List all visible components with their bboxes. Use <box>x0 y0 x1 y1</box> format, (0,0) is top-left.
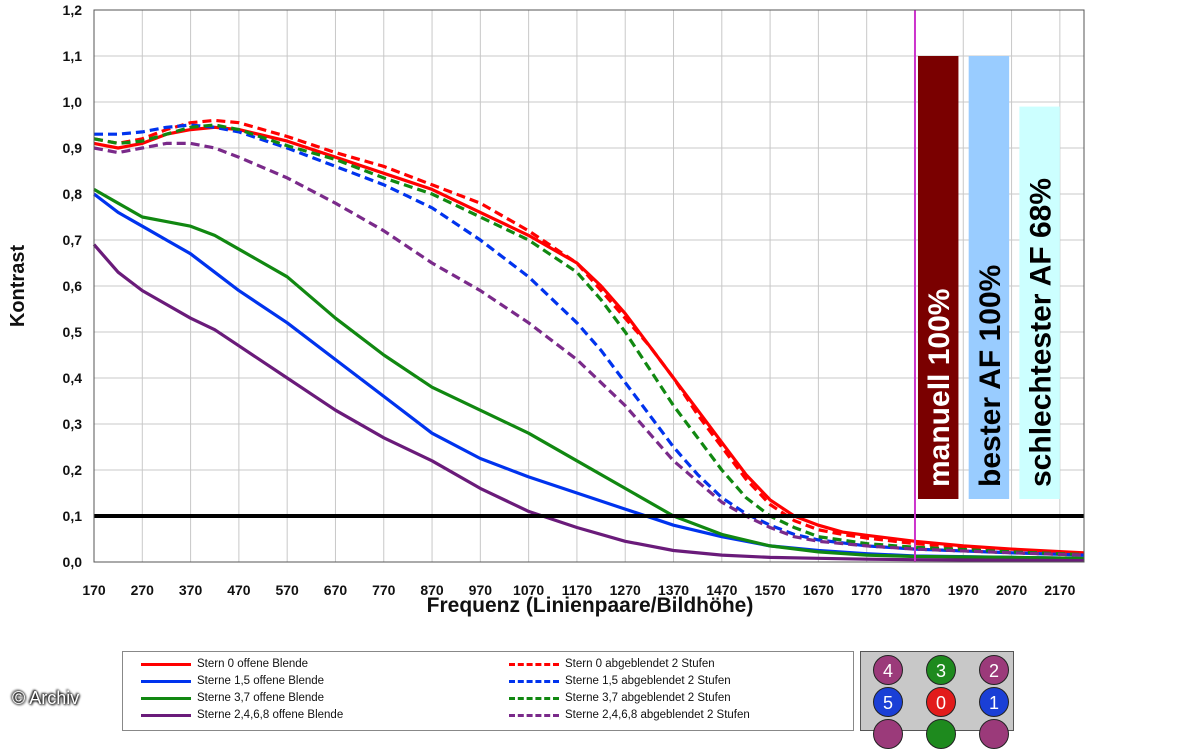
legend-swatch <box>509 714 559 717</box>
x-axis-title: Frequenz (Linienpaare/Bildhöhe) <box>427 594 754 617</box>
star-circle <box>873 719 903 749</box>
legend-label: Sterne 2,4,6,8 abgeblendet 2 Stufen <box>565 709 750 721</box>
credit-label: © Archiv <box>12 688 80 708</box>
reference-lines <box>94 10 1084 562</box>
x-tick-label: 270 <box>131 582 155 598</box>
series-line <box>92 243 1085 563</box>
legend-label: Sterne 1,5 abgeblendet 2 Stufen <box>565 675 731 687</box>
legend-swatch <box>141 680 191 683</box>
legend-label: Sterne 3,7 abgeblendet 2 Stufen <box>565 692 731 704</box>
x-tick-label: 1870 <box>899 582 930 598</box>
y-tick-label: 0,1 <box>63 508 83 524</box>
y-axis-title: Kontrast <box>7 245 29 328</box>
y-tick-label: 0,5 <box>63 324 83 340</box>
x-tick-label: 470 <box>227 582 251 598</box>
x-tick-label: 1670 <box>803 582 834 598</box>
series-line <box>93 141 1085 557</box>
y-tick-label: 0,3 <box>63 416 83 432</box>
y-tick-label: 0,9 <box>63 140 83 156</box>
legend-swatch <box>509 663 559 666</box>
legend-swatch <box>509 680 559 683</box>
x-tick-label: 370 <box>179 582 203 598</box>
af-bar <box>1019 106 1060 499</box>
legend-label: Sterne 3,7 offene Blende <box>197 692 325 704</box>
y-tick-label: 1,2 <box>63 2 83 18</box>
x-tick-label: 170 <box>82 582 106 598</box>
x-tick-label: 970 <box>469 582 493 598</box>
x-tick-label: 1170 <box>562 582 593 598</box>
x-tick-label: 770 <box>372 582 396 598</box>
star-circle: 3 <box>926 655 956 685</box>
series-line <box>93 118 1085 556</box>
legend-swatch <box>509 697 559 700</box>
legend-label: Sterne 2,4,6,8 offene Blende <box>197 709 344 721</box>
y-tick-label: 1,1 <box>63 48 83 64</box>
y-tick-label: 0,0 <box>63 554 83 570</box>
legend-swatch <box>141 714 191 717</box>
series-lines <box>92 118 1085 563</box>
contrast-chart: manuell 100% bester AF 100% schlechtester … <box>7 2 1085 617</box>
x-tick-label: 1370 <box>658 582 689 598</box>
af-bar-label: bester AF 100% <box>974 265 1007 487</box>
legend-swatch <box>141 697 191 700</box>
y-tick-label: 0,8 <box>63 186 83 202</box>
af-bar <box>968 56 1010 499</box>
star-circle <box>926 719 956 749</box>
x-tick-label: 1770 <box>851 582 882 598</box>
x-tick-label: 570 <box>275 582 299 598</box>
series-line <box>93 123 1085 557</box>
x-tick-label: 870 <box>420 582 444 598</box>
star-circle: 4 <box>873 655 903 685</box>
y-tick-label: 0,6 <box>63 278 83 294</box>
plot-frame <box>93 9 1085 563</box>
x-tick-label: 1970 <box>948 582 979 598</box>
x-tick-label: 670 <box>324 582 348 598</box>
legend: Stern 0 offene Blende Sterne 1,5 offene B… <box>122 651 854 731</box>
af-bar <box>917 56 959 499</box>
x-tick-label: 2070 <box>996 582 1027 598</box>
legend-swatch <box>141 663 191 666</box>
x-tick-label: 1470 <box>706 582 737 598</box>
legend-label: Stern 0 offene Blende <box>197 658 309 670</box>
star-circle <box>979 719 1009 749</box>
x-tick-label: 1570 <box>755 582 786 598</box>
af-bars: manuell 100% bester AF 100% schlechtester … <box>917 56 1060 499</box>
af-bar-label: manuell 100% <box>923 289 956 487</box>
series-line <box>93 188 1085 560</box>
legend-label: Sterne 1,5 offene Blende <box>197 675 325 687</box>
x-tick-label: 1070 <box>513 582 544 598</box>
y-tick-label: 1,0 <box>63 94 83 110</box>
tick-labels: 170 270 370 470 570 670 770 870 970 1070 1170 1270 1… <box>63 2 1076 598</box>
legend-label: Stern 0 abgeblendet 2 Stufen <box>565 658 715 670</box>
y-tick-label: 0,7 <box>63 232 83 248</box>
star-circle: 5 <box>873 687 903 717</box>
x-tick-label: 1270 <box>610 582 641 598</box>
y-tick-label: 0,2 <box>63 462 83 478</box>
star-circle: 2 <box>979 655 1009 685</box>
af-bar-label: schlechtester AF 68% <box>1025 178 1058 487</box>
y-tick-label: 0,4 <box>63 370 83 386</box>
x-tick-label: 2170 <box>1044 582 1075 598</box>
star-circle: 0 <box>926 687 956 717</box>
star-circle: 1 <box>979 687 1009 717</box>
